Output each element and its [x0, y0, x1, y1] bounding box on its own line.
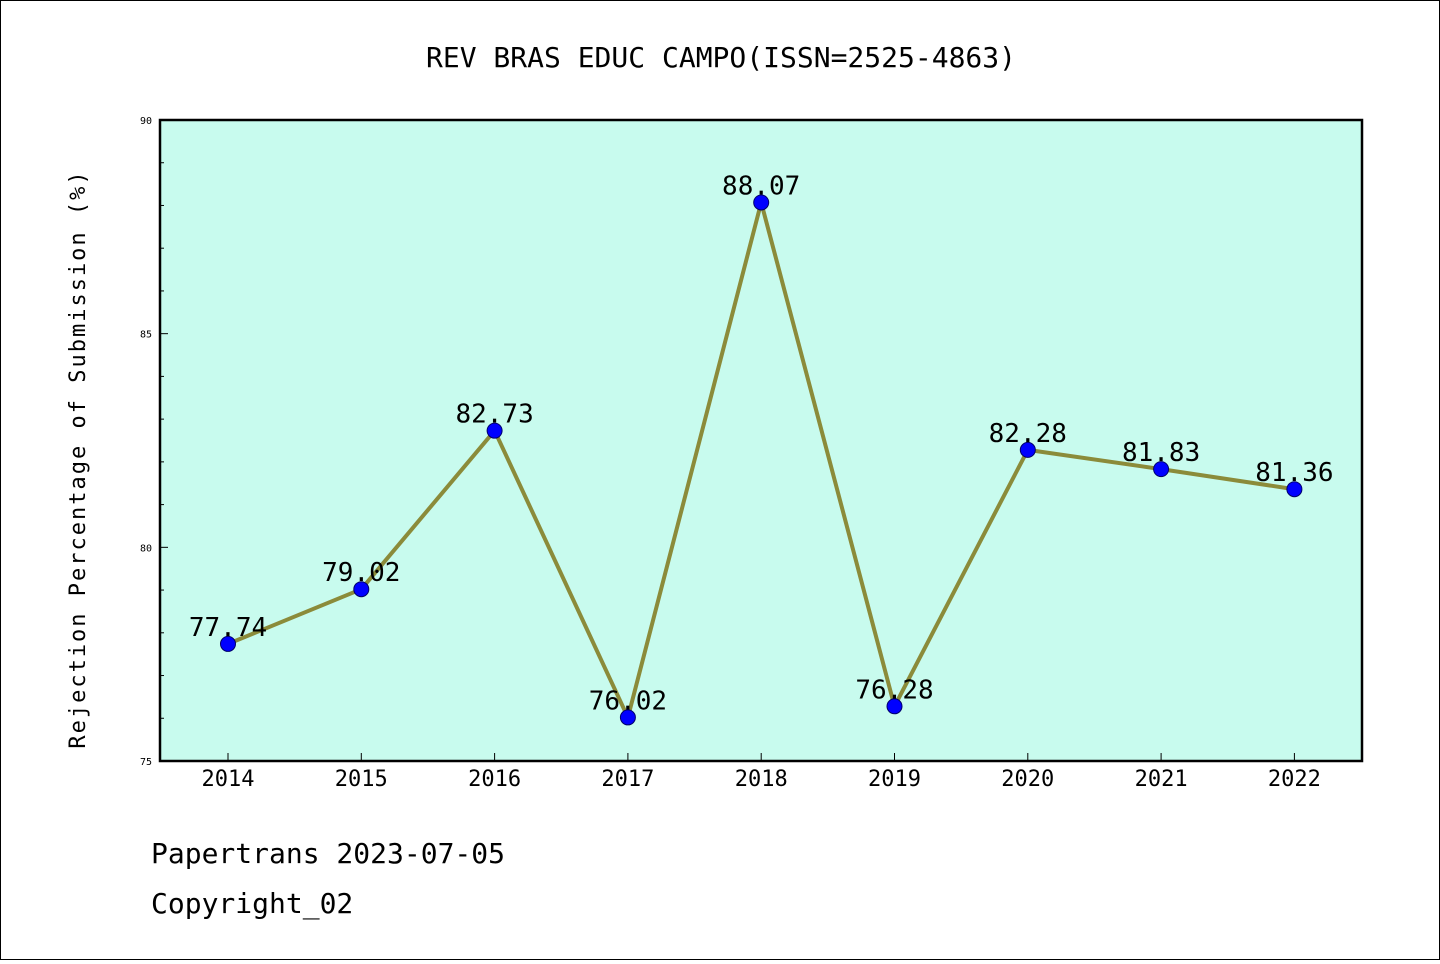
data-label: 88.07 [722, 171, 800, 201]
x-tick-label: 2020 [1001, 767, 1054, 792]
x-tick-label: 2014 [202, 767, 255, 792]
y-axis-ticks: 75 80 85 90 [140, 116, 168, 768]
x-axis-ticks: 2014 2015 2016 2017 2018 2019 2020 2021 2022 [202, 753, 1321, 792]
data-label: 82.73 [455, 400, 533, 430]
x-tick-label: 2017 [601, 767, 654, 792]
series-layer: 77.74 79.02 82.73 76.02 88.07 76.28 82.28 81.83… [189, 171, 1334, 726]
y-tick-label: 80 [140, 543, 152, 554]
data-label: 76.02 [589, 686, 667, 716]
data-label: 76.28 [855, 675, 933, 705]
data-point [886, 698, 903, 715]
data-label: 81.36 [1255, 458, 1333, 488]
x-tick-label: 2015 [335, 767, 388, 792]
data-point [1153, 461, 1170, 478]
x-tick-label: 2019 [868, 767, 921, 792]
x-tick-label: 2022 [1268, 767, 1321, 792]
data-label: 82.28 [989, 419, 1067, 449]
data-point [486, 422, 503, 439]
data-point [1286, 481, 1303, 498]
data-point [619, 709, 636, 726]
data-label: 77.74 [189, 613, 267, 643]
plot-area [158, 118, 1364, 763]
data-label: 79.02 [322, 558, 400, 588]
data-point [220, 635, 236, 652]
y-axis-label: Rejection Percentage of Submission (%) [66, 169, 91, 748]
data-point [1019, 441, 1036, 458]
x-tick-label: 2018 [735, 767, 788, 792]
data-point [753, 194, 770, 211]
footer-date: Papertrans 2023-07-05 [151, 837, 506, 870]
data-label: 81.83 [1122, 438, 1200, 468]
x-tick-label: 2016 [468, 767, 521, 792]
chart-title: REV BRAS EDUC CAMPO(ISSN=2525-4863) [426, 41, 1016, 74]
y-tick-label: 75 [140, 757, 152, 768]
y-tick-label: 90 [140, 116, 152, 127]
footer-copyright: Copyright_02 [151, 887, 354, 920]
y-tick-label: 85 [140, 330, 152, 341]
x-tick-label: 2021 [1135, 767, 1188, 792]
data-point [353, 581, 370, 598]
